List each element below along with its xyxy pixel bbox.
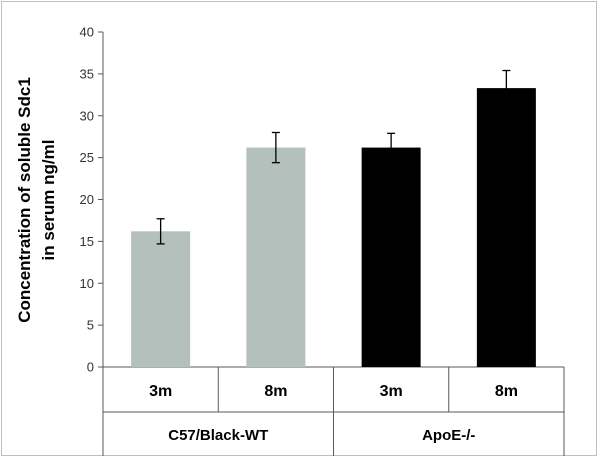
error-bars: [156, 69, 511, 245]
y-tick-label: 30: [80, 108, 94, 123]
bar: [361, 147, 421, 367]
category-label: 8m: [495, 383, 518, 400]
group-label: C57/Black-WT: [168, 427, 268, 444]
y-tick-label: 35: [80, 66, 94, 81]
y-ticks: 0 5 10 15 20 25 30 35 40: [80, 25, 103, 375]
y-tick-label: 0: [87, 360, 94, 375]
y-tick-label: 25: [80, 150, 94, 165]
y-tick-label: 20: [80, 192, 94, 207]
category-label: 8m: [264, 383, 287, 400]
group-labels: C57/Black-WT ApoE-/-: [168, 427, 475, 444]
bar: [131, 231, 191, 367]
y-tick-label: 40: [80, 25, 94, 40]
y-tick-label: 15: [80, 234, 94, 249]
bars: [131, 88, 536, 368]
y-tick-label: 5: [87, 318, 94, 333]
group-label: ApoE-/-: [422, 427, 475, 444]
y-axis-label: Concentration of soluble Sdc1 in serum n…: [15, 77, 58, 323]
category-label: 3m: [149, 383, 172, 400]
y-tick-label: 10: [80, 276, 94, 291]
y-axis-label-line2: in serum ng/ml: [39, 140, 58, 261]
category-labels: 3m 8m 3m 8m: [149, 383, 518, 400]
category-label: 3m: [380, 383, 403, 400]
y-axis-label-line1: Concentration of soluble Sdc1: [15, 77, 34, 323]
bar: [476, 88, 536, 368]
bar: [246, 147, 306, 367]
